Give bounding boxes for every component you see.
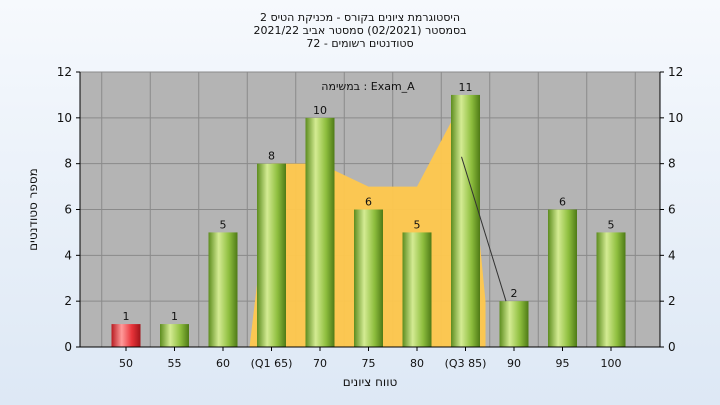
bar-value-label: 6 [365, 196, 372, 209]
bar [354, 209, 383, 347]
x-tick-label: 60 [216, 357, 230, 370]
y-tick-label-right: 12 [668, 65, 683, 79]
chart-title-line-1: היסטוגרמת ציונים בקורס - מכניקת הטיס 2 [259, 11, 461, 24]
bar [257, 163, 286, 347]
bar-value-label: 5 [608, 218, 615, 231]
chart-annotation: במשימה : Exam_A [321, 80, 415, 93]
y-tick-label-left: 8 [64, 157, 72, 171]
y-tick-label-left: 12 [57, 65, 72, 79]
y-tick-label-right: 8 [668, 157, 676, 171]
bar [402, 232, 432, 347]
bars [111, 94, 626, 348]
bar [160, 324, 189, 347]
bar [499, 301, 529, 347]
bar-value-label: 2 [511, 287, 518, 300]
bar [305, 117, 335, 347]
x-tick-label: 75 [362, 357, 376, 370]
y-tick-label-left: 10 [57, 111, 72, 125]
y-axis-label: מספר סטודנטים [26, 168, 40, 251]
y-tick-label-left: 2 [64, 294, 72, 308]
y-tick-label-right: 6 [668, 203, 676, 217]
x-tick-label: 95 [556, 357, 570, 370]
y-tick-label-right: 2 [668, 294, 676, 308]
y-tick-label-right: 0 [668, 340, 676, 354]
bar-value-label: 8 [268, 150, 275, 163]
x-axis-label: טווח ציונים [343, 375, 398, 389]
bar-value-label: 5 [220, 218, 227, 231]
bar [451, 94, 480, 348]
chart-title-line-3: סטודנטים רשומים - 72 [306, 37, 414, 50]
bar-value-label: 1 [171, 310, 178, 323]
bar-value-label: 6 [559, 196, 566, 209]
x-tick-label: (Q1 65) [251, 357, 293, 370]
y-tick-label-left: 6 [64, 203, 72, 217]
bar [596, 232, 626, 347]
bar [208, 232, 238, 347]
bar-value-label: 1 [123, 310, 130, 323]
bar [548, 209, 577, 347]
x-tick-label: 100 [601, 357, 622, 370]
y-tick-label-left: 4 [64, 248, 72, 262]
x-tick-label: 80 [410, 357, 424, 370]
bar-value-label: 11 [459, 81, 473, 94]
chart-title-line-2: בסמסטר (02/2021) סמסטר אביב 2021/22 [253, 24, 467, 37]
bar-value-label: 5 [414, 218, 421, 231]
bar-value-label: 10 [313, 104, 327, 117]
y-tick-label-right: 4 [668, 248, 676, 262]
y-tick-label-right: 10 [668, 111, 683, 125]
x-tick-label: 55 [168, 357, 182, 370]
y-tick-label-left: 0 [64, 340, 72, 354]
bar [111, 324, 141, 347]
x-tick-label: (Q3 85) [445, 357, 487, 370]
q3-connector-line [461, 156, 507, 302]
x-tick-label: 70 [313, 357, 327, 370]
x-tick-label: 90 [507, 357, 521, 370]
x-tick-label: 50 [119, 357, 133, 370]
